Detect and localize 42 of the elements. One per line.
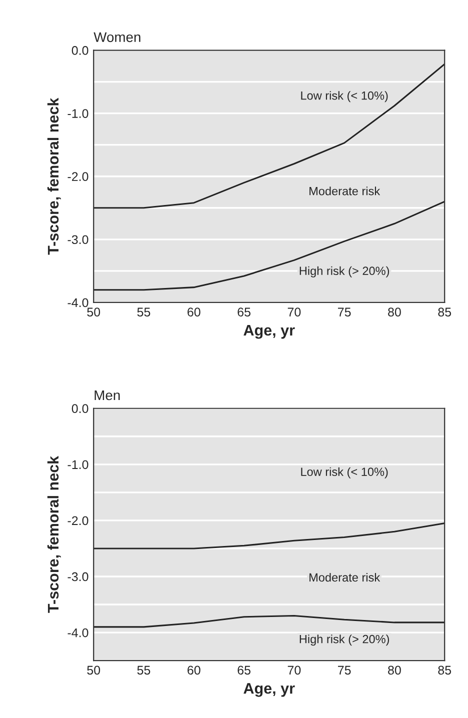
x-tick-label: 80 — [388, 666, 401, 675]
x-tick-label: 65 — [238, 308, 250, 316]
y-tick-label: -4.0 — [68, 628, 88, 638]
x-tick-label: 50 — [87, 666, 100, 675]
line-series — [94, 522, 445, 550]
y-tick-label: 0.0 — [72, 46, 88, 55]
x-tick-label: 65 — [238, 666, 250, 675]
y-tick-label: -3.0 — [68, 572, 88, 582]
y-tick-label: 0.0 — [72, 404, 88, 414]
annotation: Moderate risk — [310, 572, 380, 582]
y-tick-label: -2.0 — [68, 516, 88, 526]
x-axis-title: Age, yr — [244, 325, 295, 339]
y-tick-label: -1.0 — [68, 460, 88, 470]
x-tick-label: 80 — [388, 308, 401, 316]
y-tick-label: -2.0 — [68, 172, 88, 182]
line-series — [94, 200, 445, 291]
chart-title: Women — [94, 32, 140, 42]
x-tick-label: 60 — [188, 308, 200, 316]
x-axis-title: Age, yr — [244, 683, 295, 697]
x-tick-label: 60 — [188, 666, 200, 675]
annotation: High risk (> 20%) — [300, 266, 390, 278]
line-series — [94, 614, 445, 628]
x-tick-label: 50 — [87, 308, 100, 316]
annotation: Moderate risk — [310, 186, 380, 196]
y-tick-label: -1.0 — [68, 109, 88, 118]
chart-title: Men — [94, 390, 120, 400]
x-tick-label: 85 — [438, 666, 452, 675]
y-axis-title: T-score, femoral neck — [47, 456, 61, 613]
line-series — [94, 63, 445, 209]
x-tick-label: 55 — [137, 308, 150, 316]
x-tick-label: 55 — [137, 666, 150, 675]
y-tick-label: -3.0 — [68, 235, 88, 244]
x-tick-label: 75 — [338, 666, 351, 675]
y-tick-label: -4.0 — [68, 298, 88, 308]
x-tick-label: 70 — [288, 308, 301, 316]
x-tick-label: 75 — [338, 308, 351, 316]
annotation: High risk (> 20%) — [300, 634, 390, 646]
x-tick-label: 85 — [438, 308, 452, 316]
annotation: Low risk (< 10%) — [301, 467, 388, 478]
x-tick-label: 70 — [288, 666, 301, 675]
y-axis-title: T-score, femoral neck — [47, 98, 61, 255]
annotation: Low risk (< 10%) — [301, 91, 388, 102]
